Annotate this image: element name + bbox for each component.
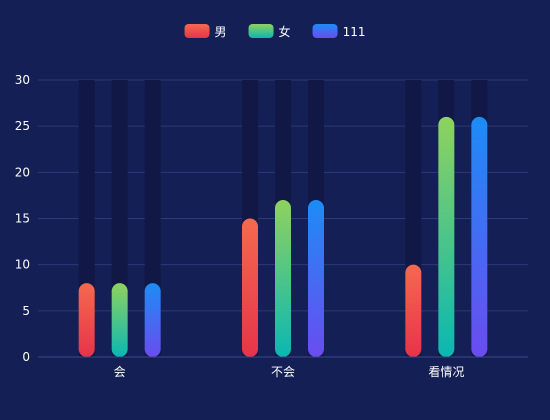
y-tick-label-1: 5: [22, 304, 30, 318]
legend-item-2[interactable]: 111: [312, 24, 366, 39]
y-tick-label-0: 0: [22, 350, 30, 364]
x-tick-label-1: 不会: [271, 365, 295, 379]
bar-0-0[interactable]: [78, 283, 95, 357]
y-tick-label-2: 10: [15, 258, 30, 272]
bar-0-2[interactable]: [144, 283, 161, 357]
legend-swatch-1: [248, 24, 274, 38]
legend-swatch-2: [312, 24, 338, 38]
bar-1-2[interactable]: [308, 200, 324, 357]
legend: 男 女 111: [184, 24, 366, 39]
legend-label-2: 111: [343, 25, 366, 39]
x-tick-label-2: 看情况: [428, 365, 464, 379]
legend-swatch-0: [184, 24, 210, 38]
legend-label-1: 女: [279, 24, 291, 39]
bar-2-1[interactable]: [438, 116, 455, 357]
data-bars: [78, 116, 488, 358]
x-tick-label-0: 会: [114, 365, 126, 379]
y-tick-label-5: 25: [15, 119, 30, 133]
bar-2-0[interactable]: [405, 264, 422, 357]
bar-2-2[interactable]: [471, 116, 488, 357]
legend-item-0[interactable]: 男: [184, 24, 227, 39]
y-tick-label-4: 20: [15, 165, 30, 179]
y-tick-label-3: 15: [15, 212, 30, 226]
legend-label-0: 男: [215, 25, 227, 39]
y-axis: 0 5 10 15 20 25 30: [15, 73, 30, 364]
x-axis: 会 不会 看情况: [114, 365, 465, 379]
bar-0-1[interactable]: [111, 283, 128, 357]
legend-item-1[interactable]: 女: [248, 24, 291, 39]
y-tick-label-6: 30: [15, 73, 30, 87]
bar-1-0[interactable]: [242, 218, 258, 358]
bar-1-1[interactable]: [275, 200, 291, 357]
